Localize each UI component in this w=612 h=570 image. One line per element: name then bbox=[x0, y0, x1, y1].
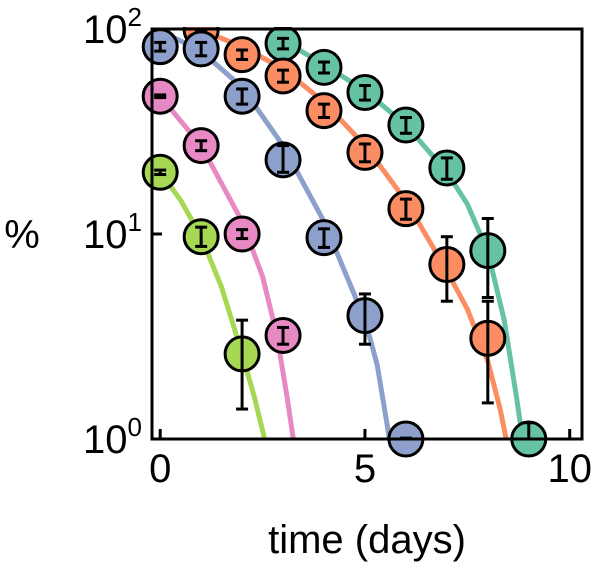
series-4-point-7 bbox=[428, 235, 466, 303]
series-2-point-2 bbox=[182, 127, 220, 165]
series-4-point-8 bbox=[469, 299, 507, 405]
x-axis-label: time (days) bbox=[268, 518, 466, 562]
series-2-point-3 bbox=[223, 215, 261, 253]
y-tick-label: 100 bbox=[83, 412, 142, 462]
series-4-point-5 bbox=[346, 133, 384, 171]
series-2-point-1 bbox=[141, 77, 179, 115]
series-5-point-5 bbox=[428, 149, 466, 187]
error-bar bbox=[318, 102, 330, 120]
error-bar bbox=[358, 84, 371, 102]
series-5-curve bbox=[280, 37, 526, 439]
error-bar bbox=[440, 156, 453, 181]
series-3-point-2 bbox=[182, 30, 220, 68]
error-bar bbox=[399, 197, 412, 221]
x-tick-label: 5 bbox=[354, 447, 376, 491]
series-5-point-2 bbox=[305, 48, 343, 86]
error-bar bbox=[481, 217, 494, 300]
error-bar bbox=[358, 292, 371, 346]
error-bar bbox=[277, 325, 290, 346]
series-4-point-3 bbox=[264, 57, 302, 95]
error-bar bbox=[277, 36, 290, 51]
error-bar bbox=[195, 139, 208, 153]
x-tick-label: 0 bbox=[149, 447, 171, 491]
series-2-point-4 bbox=[264, 316, 302, 354]
series-4-point-2 bbox=[223, 36, 261, 74]
series-5-point-4 bbox=[387, 106, 425, 144]
error-bar bbox=[358, 142, 371, 164]
error-bar bbox=[154, 168, 167, 177]
error-bar bbox=[277, 144, 290, 174]
y-tick-label: 101 bbox=[83, 207, 142, 257]
error-bar bbox=[236, 318, 249, 411]
series-3-point-4 bbox=[264, 141, 302, 179]
error-bar bbox=[440, 235, 453, 303]
series-5-point-1 bbox=[277, 36, 290, 51]
error-bar bbox=[236, 228, 249, 241]
series-1-curve bbox=[157, 169, 268, 439]
series-4-point-6 bbox=[387, 190, 425, 228]
error-bar bbox=[481, 299, 494, 405]
error-bar bbox=[236, 48, 249, 61]
series-3-point-3 bbox=[223, 77, 261, 115]
error-bar bbox=[236, 87, 249, 106]
axis-ticks: 0 5 10 100 101 102 bbox=[83, 2, 592, 491]
error-bar bbox=[195, 40, 208, 58]
error-bar bbox=[318, 60, 330, 75]
x-tick-label: 10 bbox=[547, 447, 592, 491]
error-bar bbox=[154, 93, 167, 100]
error-bar bbox=[277, 68, 290, 84]
series-3-point-5 bbox=[305, 219, 343, 257]
series-3-point-1 bbox=[141, 28, 179, 66]
series-4-point-4 bbox=[305, 92, 343, 130]
series-5-point-3 bbox=[346, 74, 384, 112]
error-bar bbox=[154, 40, 167, 53]
series-5-point-6 bbox=[469, 217, 507, 300]
series-1-point-3 bbox=[223, 318, 261, 411]
y-axis-label: % bbox=[4, 213, 40, 257]
error-bar bbox=[195, 225, 208, 248]
error-bar bbox=[399, 116, 412, 135]
y-tick-label: 102 bbox=[83, 2, 142, 52]
error-bar bbox=[318, 227, 330, 249]
series-1-point-1 bbox=[141, 153, 179, 191]
series-3-point-6 bbox=[346, 292, 384, 346]
series-1-point-2 bbox=[182, 218, 220, 256]
